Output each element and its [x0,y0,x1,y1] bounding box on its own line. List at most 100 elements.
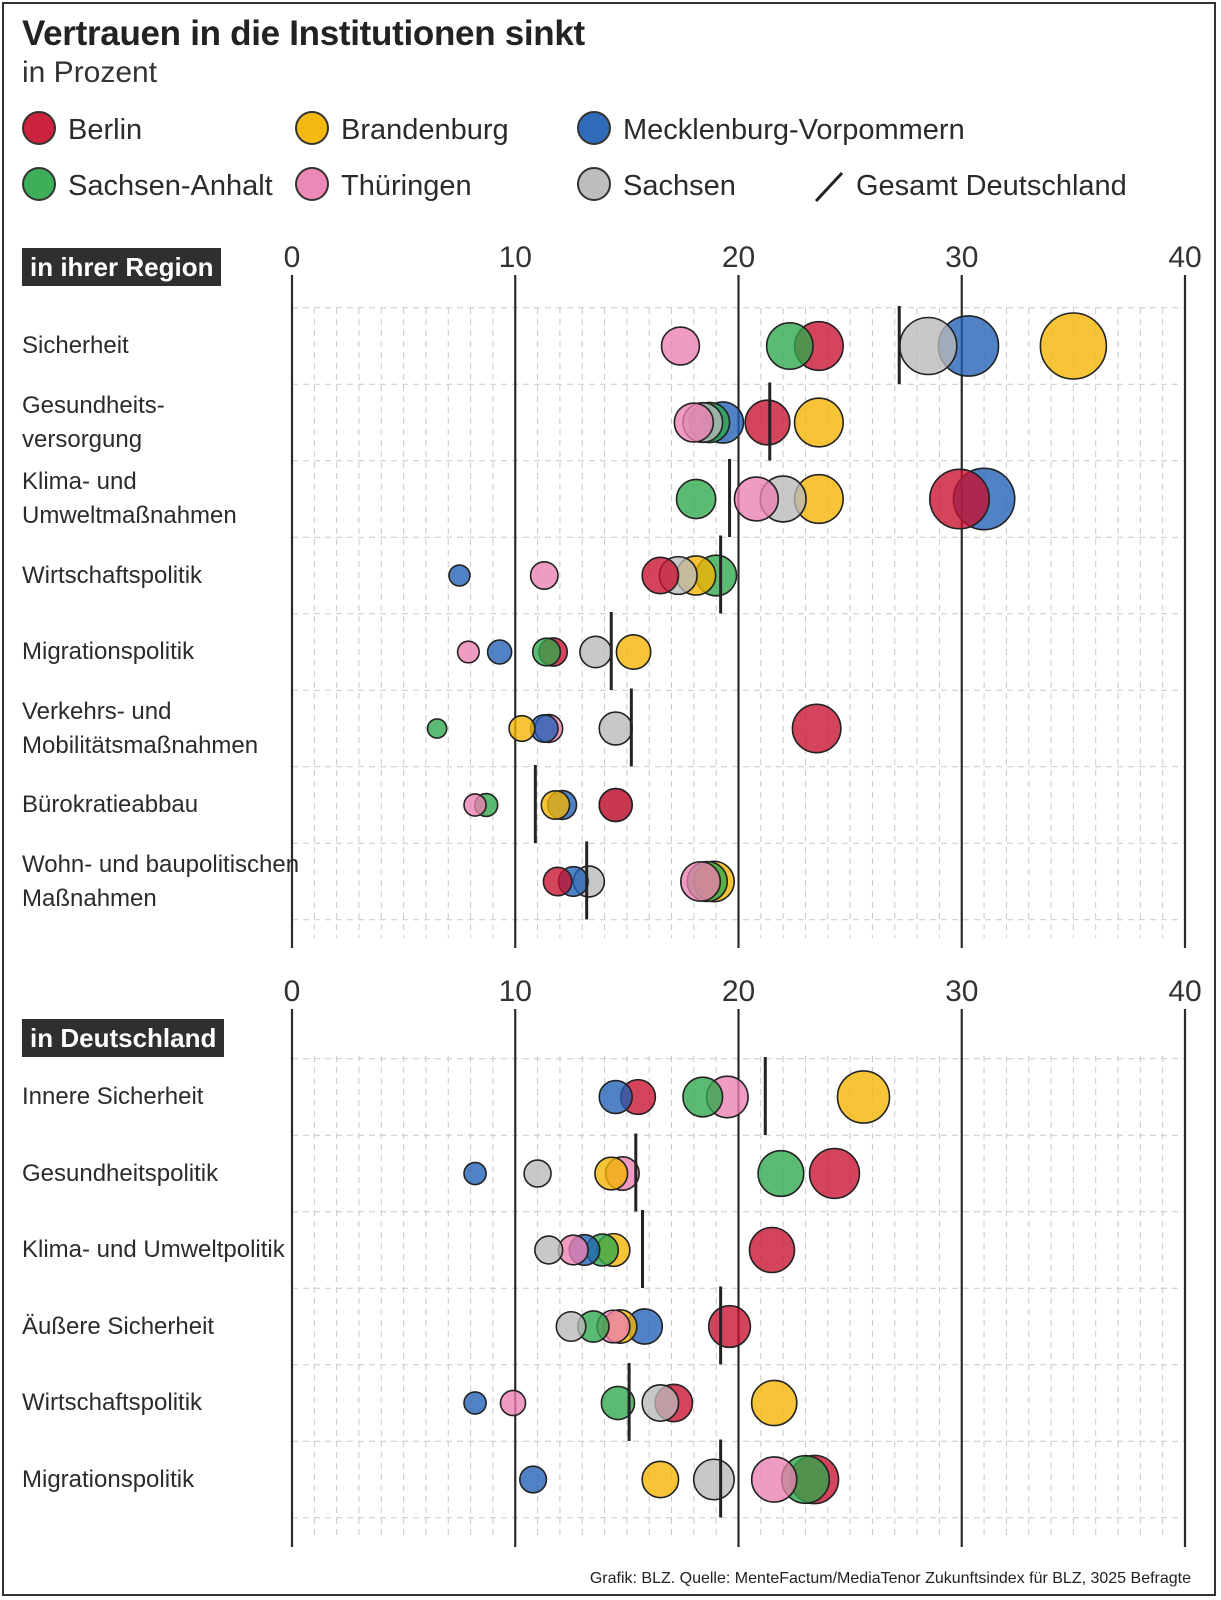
section-label-region: in ihrer Region [22,248,222,286]
category-label: Sicherheit [22,329,292,363]
panel-in-ihrer-region: 0 10 20 30 40 [284,241,1202,948]
dot-brandenburg [594,1156,629,1191]
legend-label: Gesamt Deutschland [856,170,1127,202]
category-label: Klima- und Umweltmaßnahmen [22,465,292,533]
dot-sachsen-anhalt [531,637,562,667]
legend-label: Mecklenburg-Vorpommern [623,114,965,146]
section-label-deutschland: in Deutschland [22,1019,225,1057]
dot-berlin [808,1147,861,1200]
category-label: Wohn- und baupolitischen Maßnahmen [22,848,300,916]
legend-label: Brandenburg [341,114,509,146]
dot-brandenburg [836,1070,891,1124]
row-migrationspolitik [519,1439,840,1518]
category-label-line: Äußere Sicherheit [22,1312,215,1340]
category-label-line: Umweltmaßnahmen [22,502,237,529]
category-label: Wirtschaftspolitik [22,1386,292,1420]
dot-thueringen [680,860,722,903]
dot-berlin [744,399,791,446]
dot-brandenburg [540,790,571,820]
category-label-line: Maßnahmen [22,884,157,912]
tick-label: 30 [945,241,978,274]
category-label-line: Wohn- und baupolitischen [22,850,300,878]
dot-berlin [641,556,680,595]
category-label: Innere Sicherheit [22,1080,292,1114]
dot-brandenburg [793,397,844,448]
legend-dot-mecklenburg-vorpommern [577,111,611,145]
dot-berlin [598,787,633,823]
category-label: Verkehrs- und Mobilitätsmaßnahmen [22,695,292,763]
dot-berlin [791,703,842,754]
category-label: Wirtschaftspolitik [22,559,292,593]
tick-label: 30 [945,975,978,1008]
dot-sachsen [692,1458,735,1501]
dot-sachsen [898,316,958,376]
dot-berlin [748,1226,796,1274]
row-verkehrs-und-mobilitaetsmassnahmen [426,688,842,767]
row-sicherheit [660,306,1108,384]
legend-dot-sachsen [577,167,611,201]
chart-subtitle: in Prozent [22,56,158,89]
category-label-line: Gesundheits- [22,391,165,419]
category-label-line: Mobilitätsmaßnahmen [22,731,259,759]
row-gesundheits-versorgung [673,382,844,461]
dot-sachsen-anhalt [757,1149,805,1198]
dot-mecklenburg-vorpommern [463,1161,487,1186]
legend-label: Berlin [68,114,143,146]
category-label: Äußere Sicherheit [22,1310,292,1344]
dot-thueringen [660,326,701,366]
category-label: Migrationspolitik [22,1463,292,1497]
tick-label: 10 [499,975,532,1008]
legend-dot-brandenburg [295,111,329,145]
category-label-line: Wirtschaftspolitik [22,1389,203,1416]
legend-dot-sachsen-anhalt [22,167,56,201]
legend-dot-berlin [22,111,56,145]
dot-thueringen [750,1456,798,1503]
category-label: Migrationspolitik [22,635,292,669]
tick-label: 40 [1168,975,1201,1008]
category-label: Bürokratieabbau [22,788,292,822]
category-label: Klima- und Umweltpolitik [22,1233,292,1267]
tick-label: 0 [284,975,301,1008]
category-label: Gesundheitspolitik [22,1157,292,1191]
dot-thueringen [733,476,780,522]
dot-thueringen [529,560,559,591]
dot-brandenburg [1039,312,1108,380]
dot-berlin [542,866,573,897]
dot-sachsen-anhalt [675,478,717,520]
category-label: Gesundheits-versorgung [22,389,292,457]
panel-in-deutschland: 0 10 20 30 40 [284,975,1202,1547]
tick-label: 40 [1168,241,1201,274]
dot-thueringen [463,793,487,817]
gesamt-line-icon [814,171,844,203]
dot-plot: 0 10 20 30 40 0 10 20 30 40 [284,241,1202,1547]
dot-sachsen [523,1159,552,1188]
legend-label: Sachsen-Anhalt [68,170,273,202]
tick-label: 20 [722,975,755,1008]
row-gesundheitspolitik [463,1133,861,1212]
category-label-line: Gesundheitspolitik [22,1159,219,1187]
dot-mecklenburg-vorpommern [448,564,471,587]
category-label-line: Klima- und Umweltpolitik [22,1236,285,1263]
chart-title: Vertrauen in die Institutionen sinkt [22,14,585,53]
category-label-line: Migrationspolitik [22,1465,195,1493]
row-klima-und-umweltpolitik [534,1210,796,1288]
category-label-line: Bürokratieabbau [22,791,199,818]
tick-label: 0 [284,241,301,274]
dot-mecklenburg-vorpommern [598,1079,633,1115]
row-innere-sicherheit [598,1057,891,1135]
dot-sachsen [534,1235,564,1265]
dot-sachsen [579,635,613,669]
category-label-line: Migrationspolitik [22,638,195,665]
category-label-line: Sicherheit [22,332,129,359]
dot-thueringen [499,1389,527,1417]
category-label-line: Klima- und [22,468,137,495]
legend-dot-thueringen [295,167,329,201]
row-migrationspolitik [456,612,652,690]
dot-berlin [707,1304,752,1349]
dot-thueringen [456,640,480,664]
dot-brandenburg [641,1460,680,1499]
dot-mecklenburg-vorpommern [519,1465,548,1494]
source-note: Grafik: BLZ. Quelle: MenteFactum/MediaTe… [589,1570,1191,1587]
category-label-line: Wirtschaftspolitik [22,561,203,589]
